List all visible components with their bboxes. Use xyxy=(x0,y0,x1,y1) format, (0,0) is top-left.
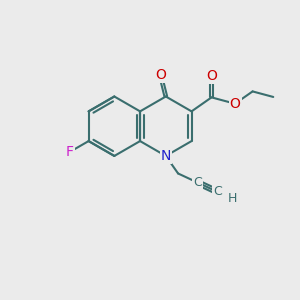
Text: H: H xyxy=(228,192,237,205)
Text: N: N xyxy=(160,149,171,163)
Text: C: C xyxy=(213,185,222,198)
Text: O: O xyxy=(155,68,166,82)
Text: O: O xyxy=(206,69,217,83)
Text: C: C xyxy=(193,176,202,189)
Text: O: O xyxy=(230,97,241,111)
Text: F: F xyxy=(66,145,74,159)
